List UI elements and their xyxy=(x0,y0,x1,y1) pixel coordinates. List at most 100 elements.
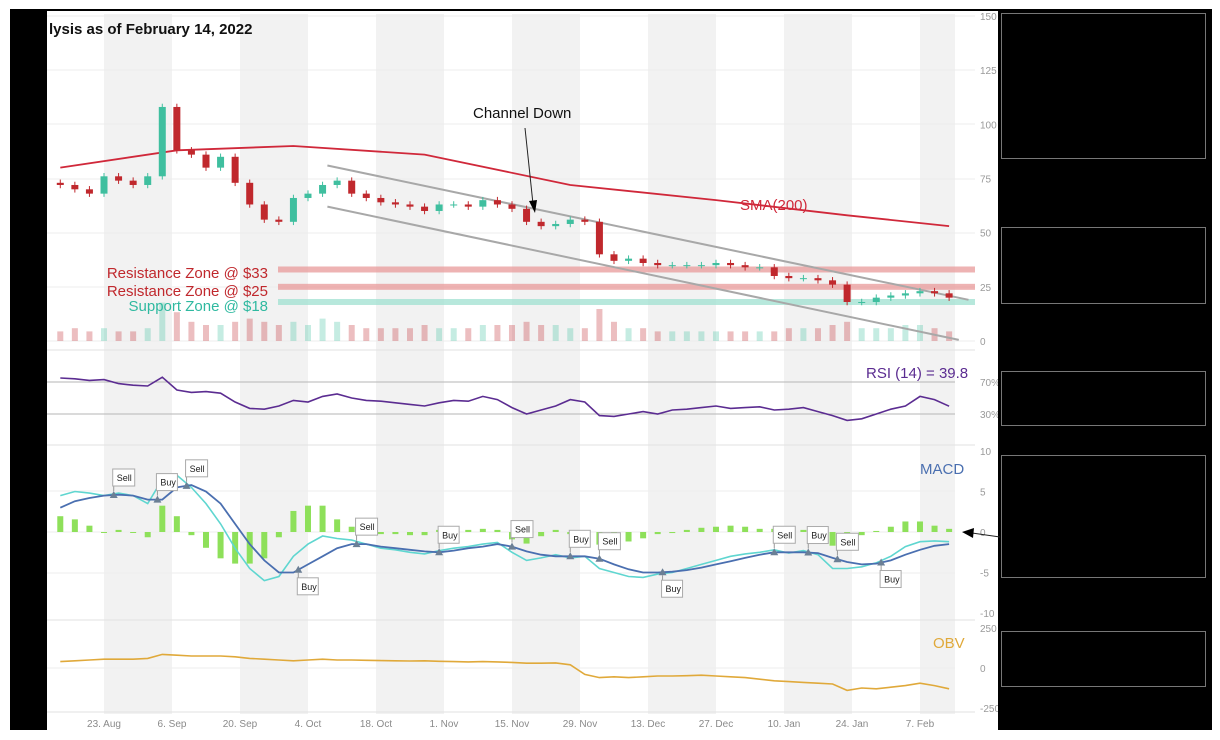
macd-histogram-bar xyxy=(275,532,282,538)
channel-upper-line xyxy=(327,164,969,301)
volume-bar xyxy=(596,309,603,341)
volume-bar xyxy=(159,302,166,341)
candle-body xyxy=(493,200,501,205)
candle-body xyxy=(260,204,268,220)
candle-body xyxy=(712,262,720,266)
volume-bar xyxy=(348,325,355,341)
volume-bar xyxy=(363,328,370,341)
macd-histogram-bar xyxy=(101,532,107,533)
macd-histogram-bar xyxy=(348,526,355,532)
background-stripe xyxy=(784,14,852,714)
chart-title: lysis as of February 14, 2022 xyxy=(49,21,252,38)
signal-label-buy: Buy xyxy=(811,531,827,541)
candle-body xyxy=(799,278,807,280)
signal-label-sell: Sell xyxy=(602,537,617,547)
volume-bar xyxy=(188,321,195,341)
volume-bar xyxy=(785,328,792,341)
channel-lower-line xyxy=(327,205,960,341)
volume-bar xyxy=(756,331,763,341)
candle-body xyxy=(785,275,793,279)
signal-label-sell: Sell xyxy=(190,464,205,474)
price-axis-tick: 0 xyxy=(980,337,986,348)
volume-bar xyxy=(916,325,923,341)
macd-histogram-bar xyxy=(946,528,953,532)
candle-body xyxy=(246,182,254,205)
volume-bar xyxy=(334,321,341,341)
arrow-head-icon xyxy=(529,200,537,213)
candle-body xyxy=(100,176,108,194)
redacted-box xyxy=(1001,455,1206,578)
price-axis-tick: 100 xyxy=(980,120,997,131)
macd-histogram-bar xyxy=(829,532,836,546)
macd-histogram-bar xyxy=(683,529,690,532)
resistance-zone-25-label: Resistance Zone @ $25 xyxy=(107,283,268,300)
date-axis-tick: 24. Jan xyxy=(836,719,869,730)
volume-bar xyxy=(217,325,224,341)
signal-label-box xyxy=(296,577,319,596)
candle-body xyxy=(435,204,443,211)
macd-histogram-bar xyxy=(698,527,705,532)
candle-body xyxy=(319,184,327,194)
signal-label-buy: Buy xyxy=(884,575,900,585)
volume-bar xyxy=(902,325,909,341)
volume-bar xyxy=(858,328,865,341)
obv-label: OBV xyxy=(933,635,965,652)
volume-bar xyxy=(610,321,617,341)
signal-marker-icon xyxy=(294,565,303,573)
candle-body xyxy=(231,156,239,183)
candle-body xyxy=(464,204,472,207)
redacted-box xyxy=(1001,371,1206,426)
volume-bar xyxy=(742,331,749,341)
signal-label-buy: Buy xyxy=(666,584,682,594)
support-zone-18-label: Support Zone @ $18 xyxy=(129,298,268,315)
macd-zero-arrow-line xyxy=(971,532,1001,538)
macd-histogram-bar xyxy=(654,532,661,535)
signal-marker-icon xyxy=(877,558,886,566)
volume-bar xyxy=(232,321,239,341)
candle-body xyxy=(377,197,385,203)
zone-band-18 xyxy=(278,298,975,305)
signal-label-buy: Buy xyxy=(301,582,317,592)
macd-histogram-bar xyxy=(465,529,472,532)
macd-histogram-bar xyxy=(86,525,93,532)
signal-label-box xyxy=(112,468,136,487)
signal-label-box xyxy=(661,579,684,598)
candle-body xyxy=(770,267,778,276)
date-axis-tick: 6. Sep xyxy=(158,719,187,730)
candle-body xyxy=(537,221,545,227)
background-stripe xyxy=(240,14,308,714)
right-black-panel xyxy=(998,10,1212,730)
volume-bar xyxy=(946,331,953,341)
candle-body xyxy=(814,278,822,281)
volume-bar xyxy=(567,328,574,341)
macd-histogram-bar xyxy=(858,532,865,536)
signal-label-buy: Buy xyxy=(573,534,589,544)
candle-body xyxy=(304,193,312,198)
signal-label-box xyxy=(510,520,534,539)
channel-down-annotation: Channel Down xyxy=(473,105,571,122)
macd-histogram-bar xyxy=(130,532,137,533)
volume-bar xyxy=(261,321,268,341)
candle-body xyxy=(479,200,487,207)
candle-body xyxy=(931,291,939,294)
signal-marker-icon xyxy=(182,481,191,489)
candle-body xyxy=(887,295,895,298)
volume-bar xyxy=(844,321,851,341)
volume-bar xyxy=(392,328,399,341)
candle-body xyxy=(450,204,458,206)
volume-bar xyxy=(202,325,209,341)
signal-label-sell: Sell xyxy=(840,537,855,547)
macd-histogram-bar xyxy=(377,532,384,535)
redacted-box xyxy=(1001,13,1206,159)
macd-histogram-bar xyxy=(261,532,268,559)
macd-histogram-bar xyxy=(625,532,632,542)
price-axis-tick: 25 xyxy=(980,283,992,294)
macd-axis-tick: -5 xyxy=(980,569,989,580)
channel-annotation-arrow xyxy=(524,127,534,205)
rsi-axis-tick: 30% xyxy=(980,410,1000,421)
signal-marker-icon xyxy=(566,552,575,560)
macd-label: MACD xyxy=(920,461,964,478)
volume-bar xyxy=(625,328,632,341)
signal-marker-icon xyxy=(507,542,516,550)
volume-bar xyxy=(523,321,530,341)
